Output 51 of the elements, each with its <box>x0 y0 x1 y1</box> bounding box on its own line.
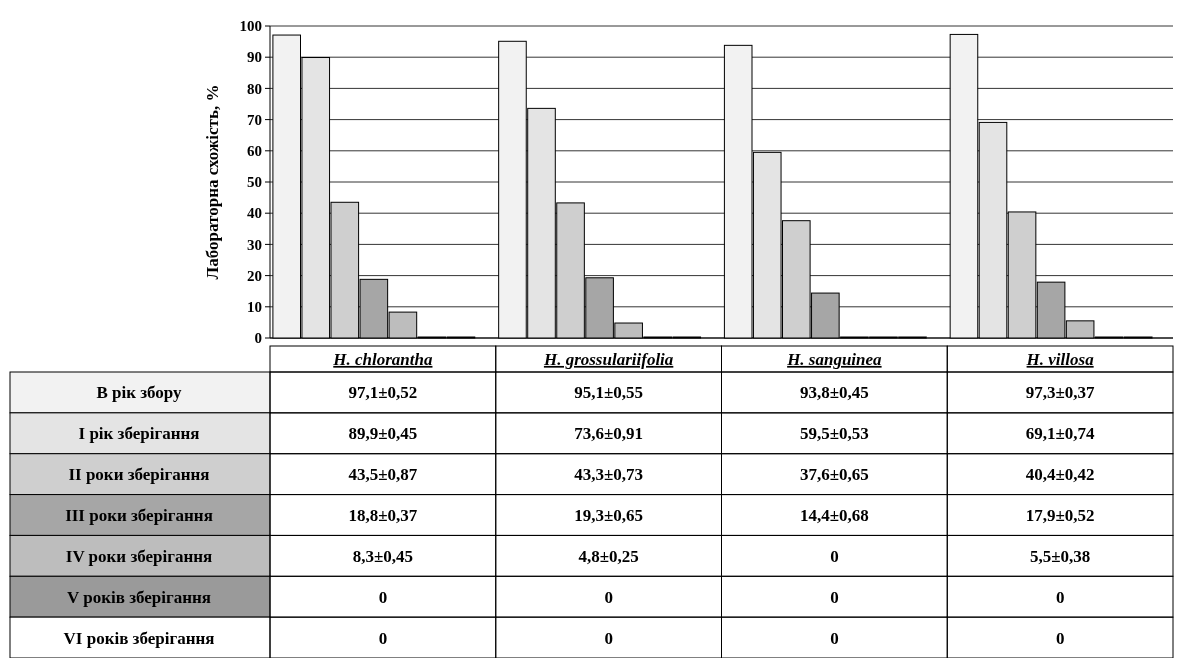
data-label: 17,9±0,52 <box>1025 505 1095 525</box>
data-label: 69,1±0,74 <box>1025 424 1096 444</box>
data-label: 37,6±0,65 <box>799 465 869 485</box>
text: III роки зберігання <box>65 505 213 525</box>
data-label: 4,8±0,25 <box>578 546 639 566</box>
data-label: 59,5±0,53 <box>799 424 869 444</box>
text: В рік збору <box>96 383 183 403</box>
data-label: 0 <box>830 628 839 648</box>
data-label: 73,6±0,91 <box>574 424 644 444</box>
data-label: 93,8±0,45 <box>799 383 869 403</box>
data-label: 0 <box>378 628 388 648</box>
y-tick-label: 40 <box>247 205 262 222</box>
text: VI років зберігання <box>63 628 215 648</box>
text: IV роки зберігання <box>65 546 213 566</box>
x-tick-label: H. chlorantha <box>332 349 433 369</box>
data-label: 0 <box>1055 587 1065 607</box>
y-tick-label: 30 <box>247 236 262 253</box>
data-label: 0 <box>604 628 613 648</box>
y-tick-label: 70 <box>247 111 262 128</box>
x-tick-label: H. grossulariifolia <box>542 349 674 369</box>
data-label: 43,3±0,73 <box>574 465 644 485</box>
y-tick-label: 0 <box>254 330 262 347</box>
y-tick-label: 90 <box>247 49 262 66</box>
y-tick-label: 60 <box>247 143 262 160</box>
data-label: 5,5±0,38 <box>1029 546 1091 566</box>
y-tick-label: 50 <box>247 174 262 191</box>
y-tick-label: 20 <box>247 267 262 284</box>
data-label: 18,8±0,37 <box>348 505 418 525</box>
data-label: 0 <box>1055 628 1065 648</box>
text: II роки зберігання <box>68 465 210 485</box>
y-axis-title: Лабораторна схожість, % <box>203 84 222 280</box>
y-tick-label: 100 <box>239 18 262 35</box>
data-label: 97,3±0,37 <box>1025 383 1096 403</box>
data-label: 97,1±0,52 <box>348 383 418 403</box>
data-label: 0 <box>830 546 839 566</box>
y-tick-label: 10 <box>247 299 262 316</box>
x-tick-label: H. villosa <box>1025 349 1095 369</box>
data-label: 0 <box>604 587 613 607</box>
data-label: 0 <box>830 587 839 607</box>
data-label: 0 <box>378 587 388 607</box>
data-label: 43,5±0,87 <box>348 465 418 485</box>
text: I рік зберігання <box>78 424 200 444</box>
data-label: 19,3±0,65 <box>574 505 644 525</box>
data-label: 40,4±0,42 <box>1025 465 1095 485</box>
data-label: 14,4±0,68 <box>799 505 869 525</box>
data-label: 89,9±0,45 <box>348 424 418 444</box>
text: V років зберігання <box>67 587 211 607</box>
data-label: 8,3±0,45 <box>352 546 414 566</box>
x-tick-label: H. sanguinea <box>786 349 883 369</box>
data-label: 95,1±0,55 <box>574 383 644 403</box>
y-tick-label: 80 <box>247 80 262 97</box>
